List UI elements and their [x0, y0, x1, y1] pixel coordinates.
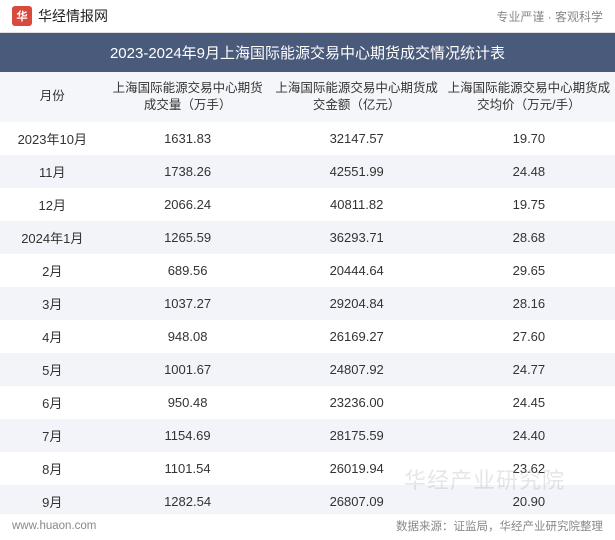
footer-bar: www.huaon.com 数据来源：证监局，华经产业研究院整理 — [0, 514, 615, 540]
table-cell: 2066.24 — [105, 188, 271, 221]
table-row: 11月1738.2642551.9924.48 — [0, 155, 615, 188]
table-cell: 1001.67 — [105, 353, 271, 386]
table-cell: 1101.54 — [105, 452, 271, 485]
footer-url: www.huaon.com — [12, 520, 96, 532]
table-cell: 24807.92 — [271, 353, 443, 386]
table-cell: 24.45 — [443, 386, 615, 419]
table-cell: 689.56 — [105, 254, 271, 287]
table-cell: 36293.71 — [271, 221, 443, 254]
table-row: 12月2066.2440811.8219.75 — [0, 188, 615, 221]
table-cell: 1037.27 — [105, 287, 271, 320]
table-row: 2月689.5620444.6429.65 — [0, 254, 615, 287]
table-cell: 20444.64 — [271, 254, 443, 287]
table-cell: 20.90 — [443, 485, 615, 518]
table-cell: 1154.69 — [105, 419, 271, 452]
logo-icon: 华 — [12, 6, 32, 26]
table-cell: 2024年1月 — [0, 221, 105, 254]
data-table: 月份 上海国际能源交易中心期货成交量（万手） 上海国际能源交易中心期货成交金额（… — [0, 72, 615, 518]
tagline: 专业严谨 · 客观科学 — [496, 8, 603, 25]
table-row: 9月1282.5426807.0920.90 — [0, 485, 615, 518]
table-cell: 5月 — [0, 353, 105, 386]
table-row: 2024年1月1265.5936293.7128.68 — [0, 221, 615, 254]
table-row: 6月950.4823236.0024.45 — [0, 386, 615, 419]
table-cell: 26019.94 — [271, 452, 443, 485]
table-cell: 8月 — [0, 452, 105, 485]
table-cell: 29.65 — [443, 254, 615, 287]
header-bar: 华 华经情报网 专业严谨 · 客观科学 — [0, 0, 615, 33]
table-cell: 950.48 — [105, 386, 271, 419]
table-cell: 7月 — [0, 419, 105, 452]
table-cell: 23236.00 — [271, 386, 443, 419]
table-cell: 23.62 — [443, 452, 615, 485]
table-cell: 2月 — [0, 254, 105, 287]
table-cell: 27.60 — [443, 320, 615, 353]
table-cell: 24.77 — [443, 353, 615, 386]
table-wrap: 月份 上海国际能源交易中心期货成交量（万手） 上海国际能源交易中心期货成交金额（… — [0, 72, 615, 518]
site-name: 华经情报网 — [38, 6, 108, 26]
table-cell: 19.75 — [443, 188, 615, 221]
table-cell: 1265.59 — [105, 221, 271, 254]
table-cell: 1631.83 — [105, 122, 271, 155]
logo-section: 华 华经情报网 — [12, 6, 108, 26]
table-cell: 24.40 — [443, 419, 615, 452]
table-cell: 948.08 — [105, 320, 271, 353]
table-cell: 40811.82 — [271, 188, 443, 221]
table-cell: 19.70 — [443, 122, 615, 155]
table-cell: 42551.99 — [271, 155, 443, 188]
table-cell: 4月 — [0, 320, 105, 353]
table-cell: 28.68 — [443, 221, 615, 254]
table-row: 7月1154.6928175.5924.40 — [0, 419, 615, 452]
table-header-row: 月份 上海国际能源交易中心期货成交量（万手） 上海国际能源交易中心期货成交金额（… — [0, 72, 615, 122]
table-cell: 29204.84 — [271, 287, 443, 320]
table-cell: 1738.26 — [105, 155, 271, 188]
table-cell: 12月 — [0, 188, 105, 221]
table-row: 4月948.0826169.2727.60 — [0, 320, 615, 353]
table-cell: 32147.57 — [271, 122, 443, 155]
table-row: 8月1101.5426019.9423.62 — [0, 452, 615, 485]
table-cell: 26807.09 — [271, 485, 443, 518]
table-cell: 26169.27 — [271, 320, 443, 353]
table-cell: 3月 — [0, 287, 105, 320]
col-header-amount: 上海国际能源交易中心期货成交金额（亿元） — [271, 72, 443, 122]
table-cell: 6月 — [0, 386, 105, 419]
table-row: 3月1037.2729204.8428.16 — [0, 287, 615, 320]
table-cell: 11月 — [0, 155, 105, 188]
table-cell: 28.16 — [443, 287, 615, 320]
table-cell: 28175.59 — [271, 419, 443, 452]
table-title: 2023-2024年9月上海国际能源交易中心期货成交情况统计表 — [0, 33, 615, 72]
table-row: 5月1001.6724807.9224.77 — [0, 353, 615, 386]
col-header-volume: 上海国际能源交易中心期货成交量（万手） — [105, 72, 271, 122]
table-cell: 9月 — [0, 485, 105, 518]
footer-source: 数据来源：证监局，华经产业研究院整理 — [396, 518, 603, 534]
col-header-price: 上海国际能源交易中心期货成交均价（万元/手） — [443, 72, 615, 122]
table-cell: 24.48 — [443, 155, 615, 188]
table-row: 2023年10月1631.8332147.5719.70 — [0, 122, 615, 155]
table-cell: 1282.54 — [105, 485, 271, 518]
col-header-month: 月份 — [0, 72, 105, 122]
table-cell: 2023年10月 — [0, 122, 105, 155]
